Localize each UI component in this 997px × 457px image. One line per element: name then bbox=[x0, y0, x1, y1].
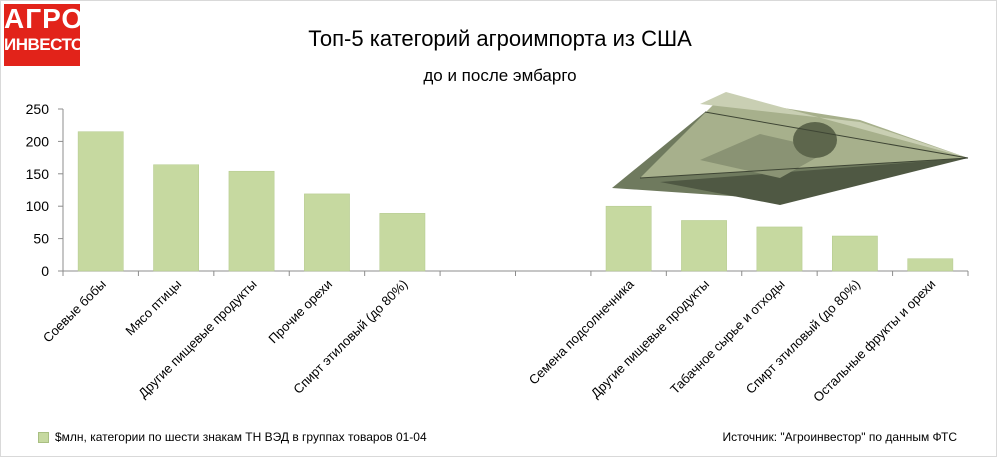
legend-label: $млн, категории по шести знакам ТН ВЭД в… bbox=[55, 430, 427, 444]
y-tick-label: 0 bbox=[41, 263, 49, 279]
chart-subtitle: до и после эмбарго bbox=[423, 66, 577, 85]
bar bbox=[77, 131, 124, 272]
bar bbox=[605, 205, 652, 272]
bar bbox=[304, 193, 350, 272]
bar bbox=[379, 213, 426, 272]
x-tick-label: Остальные фрукты и орехи bbox=[810, 277, 938, 405]
bars-group bbox=[77, 131, 954, 272]
y-tick-label: 250 bbox=[26, 101, 50, 117]
bar bbox=[228, 170, 275, 272]
source-note: Источник: "Агроинвестор" по данным ФТС bbox=[722, 430, 957, 444]
legend: $млн, категории по шести знакам ТН ВЭД в… bbox=[38, 430, 427, 444]
x-tick-label: Мясо птицы bbox=[122, 277, 184, 339]
y-tick-label: 100 bbox=[26, 198, 50, 214]
agroinvestor-logo: АГРО ИНВЕСТОР bbox=[4, 3, 95, 66]
chart-title: Топ-5 категорий агроимпорта из США bbox=[308, 26, 692, 51]
bar bbox=[681, 220, 727, 272]
legend-swatch bbox=[38, 431, 49, 443]
x-tick-label: Соевые бобы bbox=[40, 277, 109, 346]
bar bbox=[907, 258, 954, 272]
y-tick-label: 200 bbox=[26, 133, 50, 149]
x-tick-label: Прочие орехи bbox=[265, 277, 335, 347]
y-tick-label: 50 bbox=[33, 231, 49, 247]
dollar-plane-icon bbox=[612, 92, 969, 205]
bar bbox=[756, 226, 803, 272]
bar bbox=[832, 235, 878, 272]
y-tick-label: 150 bbox=[26, 166, 50, 182]
bar bbox=[153, 164, 199, 272]
logo-line-1: АГРО bbox=[4, 3, 85, 34]
logo-line-2: ИНВЕСТОР bbox=[4, 35, 95, 54]
y-axis: 0 50 100 150 200 250 bbox=[26, 101, 969, 279]
